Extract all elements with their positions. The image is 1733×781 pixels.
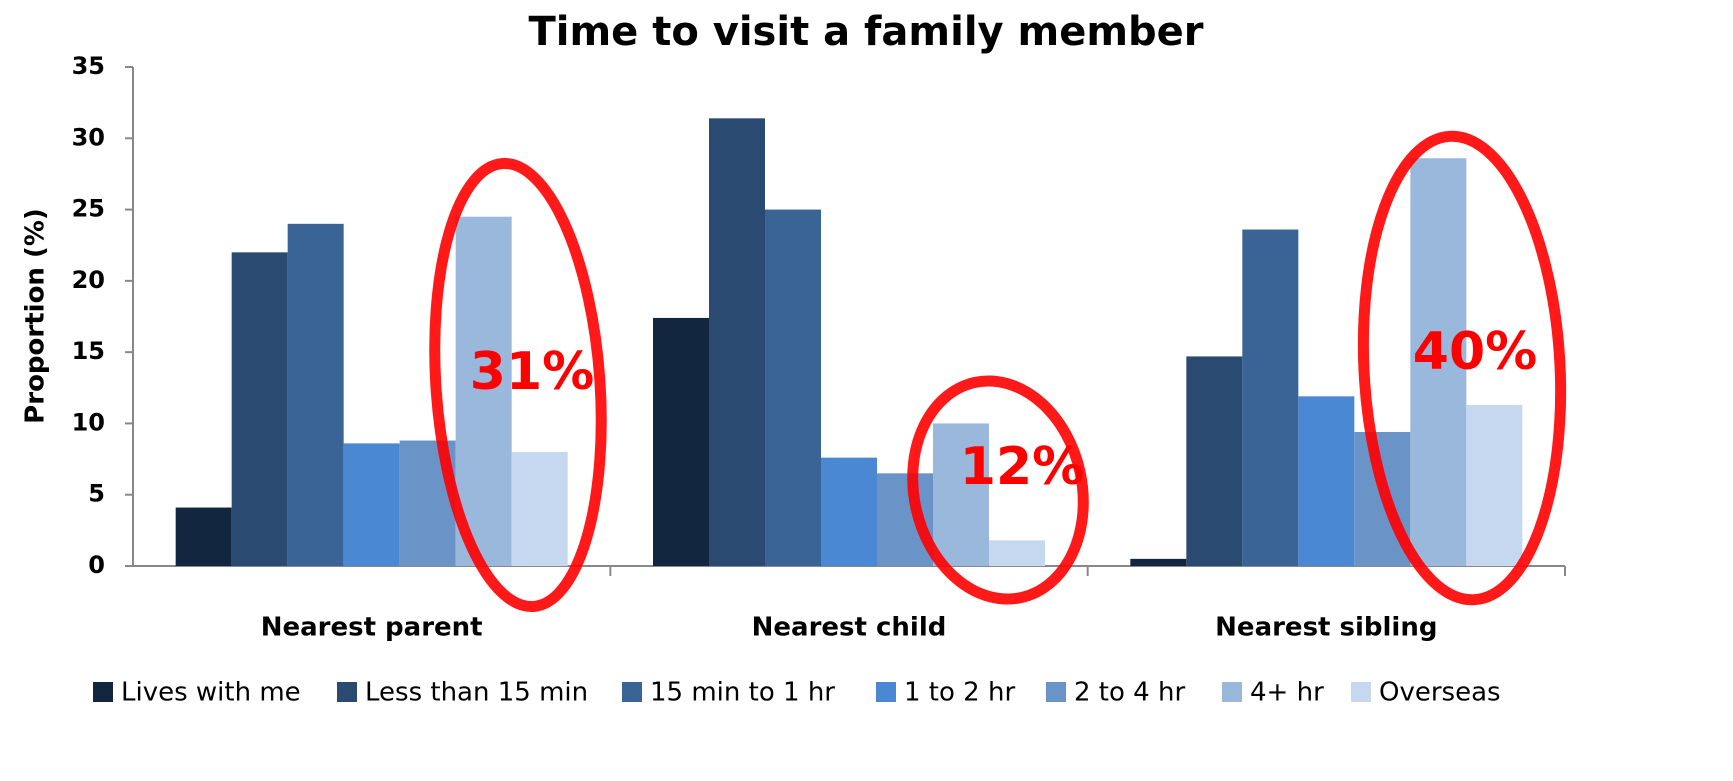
annotation-circle	[907, 375, 1089, 605]
bar	[821, 457, 877, 566]
y-tick-label: 10	[72, 408, 105, 436]
y-tick-label: 5	[88, 480, 105, 508]
legend-label: 4+ hr	[1250, 678, 1324, 708]
bar	[1186, 356, 1243, 566]
annotation: 40%	[1413, 322, 1537, 382]
legend-label: 2 to 4 hr	[1074, 678, 1185, 708]
legend-label: Less than 15 min	[365, 678, 588, 708]
y-tick-label: 15	[72, 337, 105, 365]
x-tick-label: Nearest child	[752, 613, 947, 643]
bar	[287, 223, 344, 567]
y-axis-label: Proportion (%)	[21, 208, 51, 424]
bar	[933, 423, 989, 566]
y-tick-label: 30	[72, 123, 105, 151]
annotation-circle	[429, 157, 607, 613]
legend-label: Overseas	[1379, 678, 1501, 708]
legend-swatch	[1222, 682, 1242, 702]
bar	[989, 540, 1045, 566]
bar	[511, 451, 568, 566]
legend-swatch	[876, 682, 896, 702]
annotation: 31%	[470, 342, 594, 402]
legend-swatch	[93, 682, 113, 702]
y-tick-label: 0	[88, 551, 105, 579]
bar	[343, 443, 400, 566]
bar	[653, 317, 709, 566]
bar	[231, 252, 288, 567]
legend-label: 1 to 2 hr	[904, 678, 1015, 708]
bar	[709, 118, 765, 566]
bar	[1298, 396, 1355, 566]
y-tick-label: 20	[72, 266, 105, 294]
bar	[765, 209, 821, 567]
y-tick-label: 25	[72, 195, 105, 223]
annotation: 12%	[960, 437, 1084, 497]
y-tick-label: 35	[72, 52, 105, 80]
bar	[1410, 158, 1467, 566]
x-tick-label: Nearest parent	[261, 613, 483, 643]
bar	[455, 216, 512, 566]
legend-swatch	[1046, 682, 1066, 702]
bar	[1466, 404, 1523, 566]
legend-swatch	[1351, 682, 1371, 702]
bar	[1242, 229, 1299, 566]
x-tick-label: Nearest sibling	[1215, 613, 1437, 643]
legend-swatch	[337, 682, 357, 702]
bar	[1130, 558, 1187, 566]
legend-swatch	[622, 682, 642, 702]
bar	[175, 507, 232, 566]
legend-label: 15 min to 1 hr	[650, 678, 835, 708]
legend-label: Lives with me	[121, 678, 301, 708]
chart-title: Time to visit a family member	[529, 9, 1204, 55]
annotation-circle	[1357, 130, 1567, 606]
